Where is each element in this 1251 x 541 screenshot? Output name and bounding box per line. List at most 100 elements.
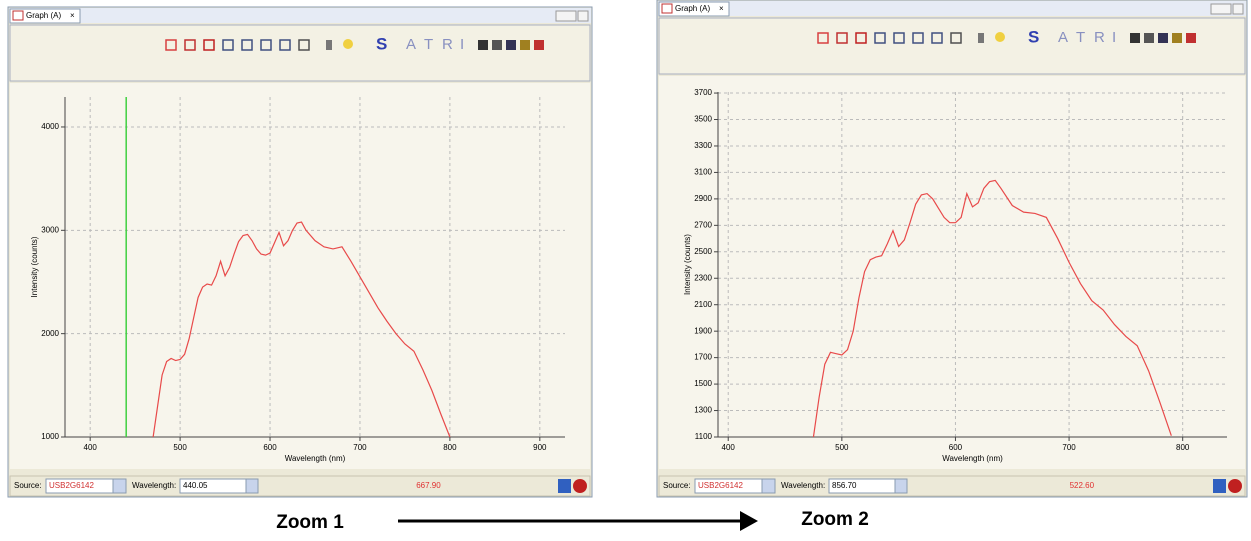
tool-letter[interactable]: R — [442, 36, 453, 53]
tool-icon[interactable] — [165, 39, 177, 51]
tool-icon[interactable] — [1144, 33, 1154, 43]
x-tick-label: 900 — [533, 443, 547, 452]
y-tick-label: 2000 — [41, 329, 59, 338]
y-tick-label: 1500 — [694, 379, 712, 388]
y-tick-label: 3000 — [41, 225, 59, 234]
arrow-head — [740, 511, 758, 531]
x-tick-label: 700 — [353, 443, 367, 452]
tool-icon[interactable] — [1158, 33, 1168, 43]
tab-close: × — [719, 4, 724, 13]
scroll-buttons[interactable] — [555, 10, 577, 22]
tab[interactable] — [658, 1, 730, 17]
tab-label: Graph (A) — [26, 11, 61, 20]
tool-letter[interactable]: R — [1094, 29, 1105, 46]
y-tick-label: 1100 — [695, 432, 713, 441]
status-icon[interactable] — [1213, 479, 1226, 493]
menu-button[interactable] — [577, 10, 589, 22]
tool-icon[interactable] — [950, 32, 962, 44]
tool-icon[interactable] — [874, 32, 886, 44]
tool-letter[interactable]: T — [1076, 29, 1085, 46]
tool-icon[interactable] — [1172, 33, 1182, 43]
tool-icon[interactable] — [184, 39, 196, 51]
x-tick-label: 400 — [84, 443, 98, 452]
source-label: Source: — [663, 481, 691, 490]
spectrum-line — [812, 179, 1172, 438]
status-bar — [658, 475, 1246, 497]
plot-area — [10, 83, 590, 469]
y-tick-label: 2700 — [694, 220, 712, 229]
dropdown-button[interactable] — [112, 478, 127, 494]
readout: 667.90 — [416, 481, 441, 490]
tool-letter[interactable]: I — [1112, 29, 1116, 46]
tool-letter[interactable]: I — [460, 36, 464, 53]
x-tick-label: 500 — [835, 443, 849, 452]
plot-area — [659, 76, 1245, 469]
tool-icon[interactable] — [931, 32, 943, 44]
tool-letter[interactable]: A — [406, 36, 416, 53]
tool-icon[interactable] — [817, 32, 829, 44]
source-label: Source: — [14, 481, 42, 490]
tool-letter[interactable]: A — [1058, 29, 1068, 46]
tool-icon[interactable] — [520, 40, 530, 50]
tool-icon[interactable] — [343, 39, 353, 49]
tool-letter[interactable]: S — [376, 34, 387, 53]
y-tick-label: 3700 — [694, 88, 712, 97]
spinner[interactable] — [245, 478, 259, 494]
tool-icon[interactable] — [260, 39, 272, 51]
status-bar — [9, 475, 591, 497]
wavelength-label: Wavelength: — [781, 481, 825, 490]
dropdown-button[interactable] — [761, 478, 776, 494]
tool-icon[interactable] — [893, 32, 905, 44]
tool-letter[interactable]: S — [1028, 27, 1039, 46]
tool-icon[interactable] — [298, 39, 310, 51]
readout: 522.60 — [1070, 481, 1095, 490]
x-tick-label: 600 — [949, 443, 963, 452]
tool-icon[interactable] — [1130, 33, 1140, 43]
y-axis-label: Intensity (counts) — [30, 236, 39, 297]
source-value: USB2G6142 — [49, 481, 94, 490]
tab-icon — [661, 3, 673, 14]
y-tick-label: 3500 — [694, 115, 712, 124]
tool-icon[interactable] — [1186, 33, 1196, 43]
toolbar — [658, 17, 1246, 75]
x-tick-label: 700 — [1062, 443, 1076, 452]
tool-icon[interactable] — [241, 39, 253, 51]
status-icon[interactable] — [558, 479, 571, 493]
scroll-buttons[interactable] — [1210, 3, 1232, 15]
tool-icon[interactable] — [534, 40, 544, 50]
tool-icon[interactable] — [222, 39, 234, 51]
tool-icon[interactable] — [478, 40, 488, 50]
spinner[interactable] — [894, 478, 908, 494]
tool-icon[interactable] — [326, 40, 332, 50]
tab-label: Graph (A) — [675, 4, 710, 13]
spectrum-line — [152, 221, 451, 438]
y-tick-label: 2100 — [694, 300, 712, 309]
status-icon[interactable] — [1228, 479, 1242, 493]
x-axis-label: Wavelength (nm) — [942, 454, 1003, 463]
y-tick-label: 3100 — [694, 168, 712, 177]
tool-icon[interactable] — [492, 40, 502, 50]
tool-icon[interactable] — [995, 32, 1005, 42]
tab-strip — [9, 8, 591, 23]
tab-icon — [12, 10, 24, 21]
tool-icon[interactable] — [836, 32, 848, 44]
x-tick-label: 800 — [1176, 443, 1190, 452]
tool-letter[interactable]: T — [424, 36, 433, 53]
x-tick-label: 800 — [443, 443, 457, 452]
x-tick-label: 500 — [173, 443, 187, 452]
tool-icon[interactable] — [978, 33, 984, 43]
tool-icon[interactable] — [912, 32, 924, 44]
status-icon[interactable] — [573, 479, 587, 493]
tool-icon[interactable] — [203, 39, 215, 51]
y-tick-label: 3300 — [694, 141, 712, 150]
menu-button[interactable] — [1232, 3, 1244, 15]
tool-icon[interactable] — [855, 32, 867, 44]
tool-icon[interactable] — [279, 39, 291, 51]
x-tick-label: 400 — [722, 443, 736, 452]
wavelength-value: 856.70 — [832, 481, 857, 490]
y-tick-label: 1700 — [694, 353, 712, 362]
wavelength-label: Wavelength: — [132, 481, 176, 490]
tool-icon[interactable] — [506, 40, 516, 50]
tab[interactable] — [9, 8, 81, 24]
